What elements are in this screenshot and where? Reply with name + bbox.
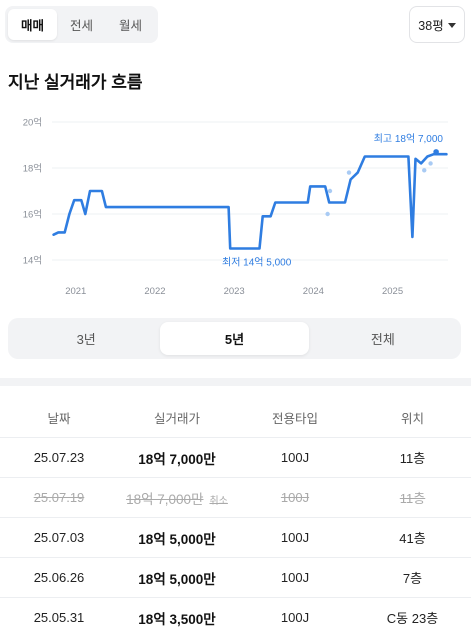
area-size-select[interactable]: 38평	[409, 6, 465, 43]
row-price-text: 18억 7,000만	[138, 451, 216, 467]
row-area-type-text: 100J	[280, 530, 310, 545]
tab-monthly-rent[interactable]: 월세	[119, 19, 143, 33]
row-area-type-text: 100J	[280, 450, 310, 465]
price-line	[52, 152, 448, 250]
row-price: 18억 3,500만	[118, 608, 236, 628]
row-area-type-text: 100J	[280, 570, 310, 585]
row-date: 25.07.23	[0, 450, 118, 465]
row-price: 18억 5,000만	[118, 528, 236, 548]
row-floor-text: 11층	[399, 451, 426, 466]
table-row[interactable]: 25.05.31 18억 3,500만 100J C동 23층	[0, 598, 471, 635]
tab-5-years[interactable]: 5년	[160, 322, 309, 355]
table-row[interactable]: 25.07.03 18억 5,000만 100J 41층	[0, 518, 471, 558]
section-divider	[0, 378, 471, 386]
x-tick-label: 2025	[382, 286, 403, 297]
low-price-label: 최저 14억 5,000	[222, 257, 292, 269]
data-point	[428, 161, 433, 166]
row-date: 25.07.03	[0, 530, 118, 545]
tab-all-period[interactable]: 전체	[370, 332, 395, 347]
row-floor: 7층	[354, 568, 471, 587]
row-floor: 41층	[354, 528, 471, 547]
header-date: 날짜	[47, 412, 71, 426]
price-trend-chart: 20억 18억 16억 14억 2021 2022 2023 2024 2025 최고 18억 7…	[0, 108, 471, 303]
y-tick-label: 18억	[23, 163, 42, 175]
row-area-type: 100J	[236, 570, 354, 585]
tab-sale[interactable]: 매매	[8, 9, 58, 40]
table-row[interactable]: 25.07.23 18억 7,000만 100J 11층	[0, 438, 471, 478]
row-date-text: 25.07.23	[33, 450, 85, 465]
row-area-type-text: 100J	[280, 610, 310, 625]
row-floor-text: C동 23층	[386, 611, 439, 626]
data-point	[327, 188, 333, 194]
row-date-text: 25.07.03	[33, 530, 85, 545]
tab-3-years[interactable]: 3년	[76, 332, 96, 347]
row-price: 18억 7,000만 취소	[118, 488, 236, 508]
x-tick-label: 2022	[144, 286, 165, 297]
area-size-label: 38평	[418, 19, 444, 33]
row-area-type: 100J	[236, 450, 354, 465]
header-location: 위치	[400, 412, 424, 426]
period-tabs: 3년 5년 전체	[8, 318, 461, 359]
trade-type-tabs: 매매 전세 월세	[5, 6, 159, 43]
row-date: 25.07.19	[0, 490, 118, 505]
row-date-text: 25.05.31	[33, 610, 85, 625]
header-area-type: 전용타입	[271, 412, 318, 426]
row-price-text: 18억 5,000만	[138, 571, 216, 587]
high-price-label: 최고 18억 7,000	[374, 133, 444, 145]
chevron-down-icon	[447, 22, 456, 28]
row-price-text: 18억 7,000만	[126, 491, 204, 507]
row-floor-text: 11층	[399, 491, 426, 506]
x-tick-label: 2024	[303, 286, 324, 297]
row-date: 25.05.31	[0, 610, 118, 625]
row-date-text: 25.06.26	[33, 570, 85, 585]
row-area-type: 100J	[236, 490, 354, 505]
data-point	[346, 170, 352, 175]
row-floor-text: 7층	[402, 571, 423, 586]
row-date: 25.06.26	[0, 570, 118, 585]
header-price: 실거래가	[153, 412, 200, 426]
table-body: 25.07.23 18억 7,000만 100J 11층 25.07.19 18억 7,0…	[0, 438, 471, 635]
x-tick-label: 2023	[224, 286, 245, 297]
section-title: 지난 실거래가 흐름	[8, 73, 143, 92]
row-area-type-text: 100J	[280, 490, 310, 505]
high-point-marker	[433, 149, 439, 155]
y-tick-label: 14억	[23, 255, 42, 267]
row-date-text: 25.07.19	[33, 490, 85, 505]
row-floor: 11층	[354, 488, 471, 507]
table-header: 날짜 실거래가 전용타입 위치	[0, 398, 471, 438]
row-price: 18억 5,000만	[118, 568, 236, 588]
row-price-text: 18억 3,500만	[138, 611, 216, 627]
transaction-table: 날짜 실거래가 전용타입 위치 25.07.23 18억 7,000만 100J 11…	[0, 398, 471, 635]
row-price: 18억 7,000만	[118, 448, 236, 468]
cancelled-badge: 취소	[209, 495, 228, 507]
table-row[interactable]: 25.07.19 18억 7,000만 취소 100J 11층	[0, 478, 471, 518]
row-floor: 11층	[354, 448, 471, 467]
row-price-text: 18억 5,000만	[138, 531, 216, 547]
data-point	[422, 168, 427, 173]
row-area-type: 100J	[236, 530, 354, 545]
tab-jeonse[interactable]: 전세	[70, 19, 94, 33]
row-floor: C동 23층	[354, 608, 471, 627]
row-area-type: 100J	[236, 610, 354, 625]
y-tick-label: 20억	[23, 117, 42, 129]
row-floor-text: 41층	[399, 531, 426, 546]
y-tick-label: 16억	[23, 209, 42, 221]
data-point	[325, 211, 330, 217]
x-tick-label: 2021	[65, 286, 86, 297]
price-trend-chart-svg: 20억 18억 16억 14억 2021 2022 2023 2024 2025 최고 18억 7…	[23, 117, 448, 297]
table-row[interactable]: 25.06.26 18억 5,000만 100J 7층	[0, 558, 471, 598]
